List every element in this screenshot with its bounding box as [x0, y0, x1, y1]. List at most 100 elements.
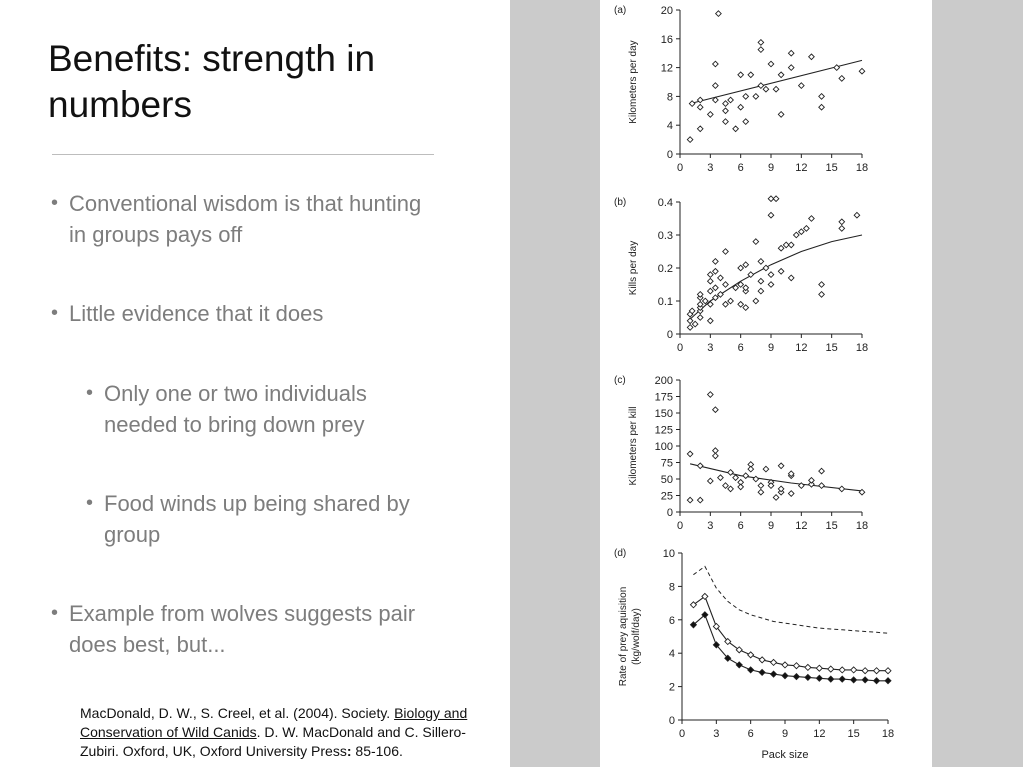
data-point [714, 10, 722, 18]
citation-colon: : [346, 743, 352, 759]
data-point [757, 46, 765, 54]
filled-data-point [872, 677, 881, 685]
data-point [722, 118, 729, 126]
bullet-dot-icon: • [51, 192, 59, 214]
y-tick-label: 175 [655, 392, 673, 404]
data-point [727, 468, 734, 476]
open-data-point [827, 665, 835, 673]
data-point [711, 267, 719, 275]
data-point [737, 103, 745, 111]
data-point [818, 92, 825, 100]
data-point [742, 261, 750, 269]
filled-data-point [747, 666, 755, 674]
y-tick-label: 0 [667, 507, 673, 519]
sub-bullet-item: • Only one or two individuals needed to … [86, 378, 444, 440]
filled-data-point [781, 672, 789, 680]
data-point [742, 284, 750, 292]
data-point [737, 281, 745, 288]
data-point [787, 49, 795, 57]
bullet-dot-icon: • [86, 492, 94, 514]
open-data-point [769, 658, 778, 667]
data-point [691, 320, 699, 328]
data-point [747, 465, 755, 473]
data-point [722, 248, 729, 255]
y-tick-label: 2 [669, 682, 675, 694]
y-tick-label: 4 [669, 648, 675, 660]
data-point [727, 297, 734, 305]
data-point [722, 482, 729, 490]
data-point [711, 284, 719, 292]
open-data-point [758, 656, 766, 664]
y-tick-label: 0 [667, 149, 673, 161]
x-tick-label: 6 [748, 728, 754, 740]
data-point [696, 125, 704, 133]
data-point [696, 462, 704, 470]
panel-label: (c) [614, 375, 626, 386]
data-point [747, 71, 755, 79]
data-point [858, 67, 866, 75]
title-divider [52, 154, 434, 155]
x-tick-label: 18 [856, 162, 868, 174]
data-point [737, 300, 745, 308]
bullet-text: Example from wolves suggests pair does b… [69, 601, 416, 657]
data-point [808, 53, 815, 61]
bullet-item: • Conventional wisdom is that hunting in… [51, 188, 429, 250]
data-point [711, 257, 719, 265]
data-point [742, 92, 750, 100]
open-data-point [701, 592, 709, 601]
filled-data-point [827, 675, 835, 683]
data-point [808, 215, 815, 222]
data-point [792, 231, 800, 239]
data-point [772, 85, 780, 93]
data-point [762, 264, 770, 272]
data-point [722, 100, 729, 108]
data-point [711, 294, 719, 302]
y-tick-label: 0 [669, 715, 675, 727]
open-data-point [747, 651, 755, 659]
data-point [838, 74, 846, 82]
series-line [693, 613, 888, 682]
data-point [752, 475, 760, 483]
data-point [757, 277, 765, 285]
x-tick-label: 3 [713, 728, 719, 740]
data-point [767, 60, 775, 68]
x-tick-label: 3 [707, 162, 713, 174]
open-data-point [712, 622, 720, 631]
data-point [777, 462, 785, 470]
data-point [767, 271, 775, 279]
data-point [777, 110, 785, 118]
bullet-text: Little evidence that it does [69, 301, 324, 326]
x-tick-label: 9 [768, 520, 774, 532]
x-tick-label: 0 [679, 728, 685, 740]
open-data-point [792, 662, 801, 670]
data-point [711, 60, 719, 68]
data-point [833, 64, 841, 72]
x-tick-label: 12 [795, 520, 807, 532]
data-point [688, 307, 696, 315]
y-tick-label: 150 [655, 408, 673, 420]
chart-panel-4: 0 2 4 6 8 10 0 3 6 9 12 15 18 (d) Rate of prey aquisit… [614, 548, 894, 761]
data-point [696, 496, 704, 504]
x-tick-label: 15 [826, 162, 838, 174]
data-point [717, 290, 724, 298]
data-point [767, 195, 775, 203]
y-tick-label: 12 [661, 63, 673, 75]
data-point [802, 224, 810, 232]
data-point [777, 485, 785, 493]
data-point [767, 482, 775, 490]
data-point [787, 490, 795, 497]
text-panel: Benefits: strength in numbers • Conventi… [0, 0, 510, 767]
data-point [808, 476, 815, 484]
y-tick-label: 6 [669, 615, 675, 627]
x-tick-label: 18 [882, 728, 894, 740]
open-data-point [872, 667, 881, 675]
data-point [757, 38, 765, 46]
data-point [696, 96, 704, 104]
data-point [706, 271, 714, 279]
data-point [696, 103, 704, 111]
data-point [767, 281, 775, 288]
y-axis-label: Kilometers per day [628, 40, 639, 123]
data-point [686, 323, 694, 331]
y-tick-label: 0.3 [658, 230, 673, 242]
